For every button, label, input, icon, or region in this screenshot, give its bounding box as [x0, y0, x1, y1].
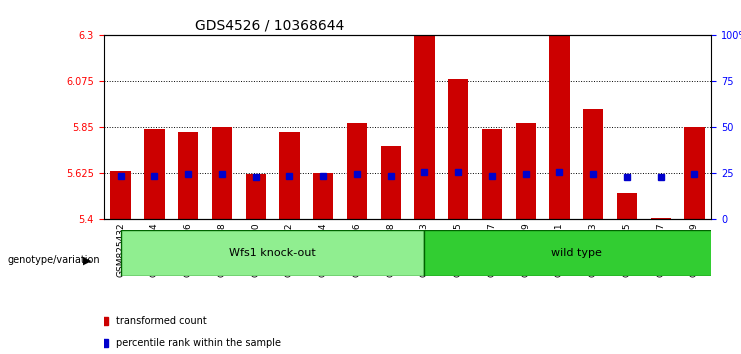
Bar [549, 36, 570, 219]
Text: GDS4526 / 10368644: GDS4526 / 10368644 [195, 19, 344, 33]
Text: ▶: ▶ [83, 255, 91, 265]
Text: wild type: wild type [551, 248, 602, 258]
Bar [347, 123, 367, 219]
Bar [482, 130, 502, 219]
Bar [110, 171, 130, 219]
Bar [313, 173, 333, 219]
Bar [178, 132, 199, 219]
Bar [651, 218, 671, 219]
Bar [617, 193, 637, 219]
Bar [516, 123, 536, 219]
Bar [212, 127, 232, 219]
Bar [279, 132, 299, 219]
Text: percentile rank within the sample: percentile rank within the sample [116, 338, 281, 348]
Text: transformed count: transformed count [116, 316, 207, 326]
Bar [685, 127, 705, 219]
Bar [381, 146, 401, 219]
Bar [245, 175, 266, 219]
Bar [414, 36, 434, 219]
Bar [448, 79, 468, 219]
FancyBboxPatch shape [121, 230, 425, 276]
Text: Wfs1 knock-out: Wfs1 knock-out [229, 248, 316, 258]
Text: genotype/variation: genotype/variation [7, 255, 100, 265]
Bar [144, 130, 165, 219]
FancyBboxPatch shape [425, 230, 728, 276]
Bar [583, 109, 603, 219]
